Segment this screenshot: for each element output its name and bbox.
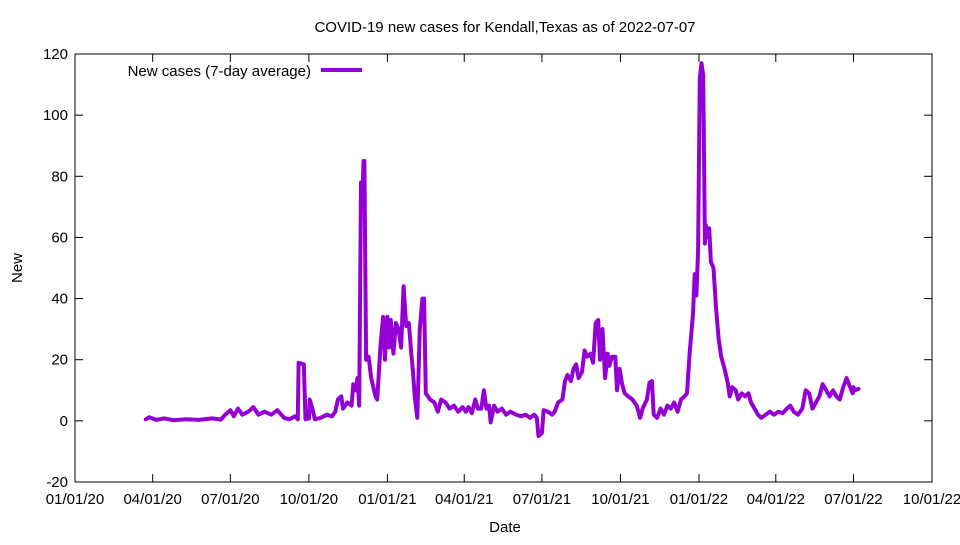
chart-title: COVID-19 new cases for Kendall,Texas as … (314, 19, 695, 36)
legend: New cases (7-day average) (128, 63, 362, 80)
y-tick-label: 40 (51, 291, 68, 308)
x-tick-label: 10/01/21 (591, 491, 649, 508)
x-tick-label: 01/01/20 (46, 491, 104, 508)
y-tick-label: 60 (51, 229, 68, 246)
series-layer (143, 61, 861, 439)
plot-frame (74, 53, 933, 483)
x-tick-label: 10/01/20 (280, 491, 338, 508)
x-tick-label: 01/01/21 (358, 491, 416, 508)
y-tick-label: 20 (51, 352, 68, 369)
x-tick-label: 01/01/22 (670, 491, 728, 508)
x-tick-label: 07/01/20 (201, 491, 259, 508)
y-tick-label: -20 (46, 474, 68, 491)
y-tick-label: 80 (51, 168, 68, 185)
x-tick-label: 04/01/21 (435, 491, 493, 508)
x-tick-label: 07/01/21 (513, 491, 571, 508)
y-tick-label: 100 (43, 107, 68, 124)
legend-label: New cases (7-day average) (128, 63, 311, 80)
series-line (143, 61, 861, 439)
x-tick-label: 10/01/22 (903, 491, 960, 508)
x-tick-label: 04/01/20 (123, 491, 181, 508)
axes: -20 0 20 40 60 80 100 120 01/01/20 04/01/20 07/01/… (43, 46, 960, 508)
x-tick-label: 04/01/22 (747, 491, 805, 508)
y-tick-label: 0 (60, 413, 68, 430)
x-axis-label: Date (489, 519, 521, 536)
x-tick-label: 07/01/22 (824, 491, 882, 508)
y-axis-label: New (9, 253, 26, 283)
y-tick-label: 120 (43, 46, 68, 63)
